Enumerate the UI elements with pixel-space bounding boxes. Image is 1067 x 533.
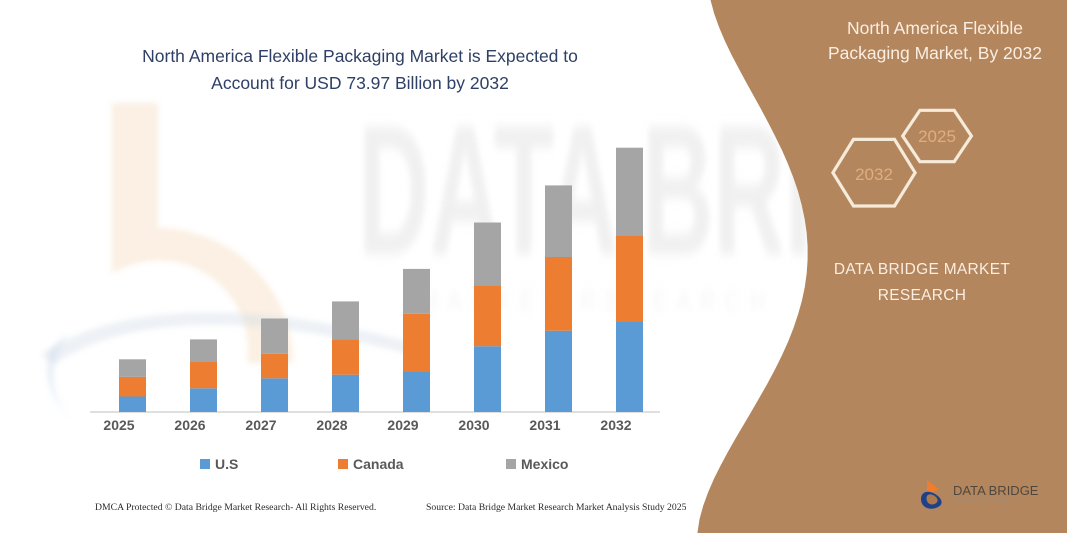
svg-text:2032: 2032 [855,165,893,184]
svg-text:2025: 2025 [918,127,956,146]
svg-text:MARKET RESEARCH: MARKET RESEARCH [953,498,1018,504]
svg-text:DATA BRIDGE: DATA BRIDGE [953,483,1039,498]
